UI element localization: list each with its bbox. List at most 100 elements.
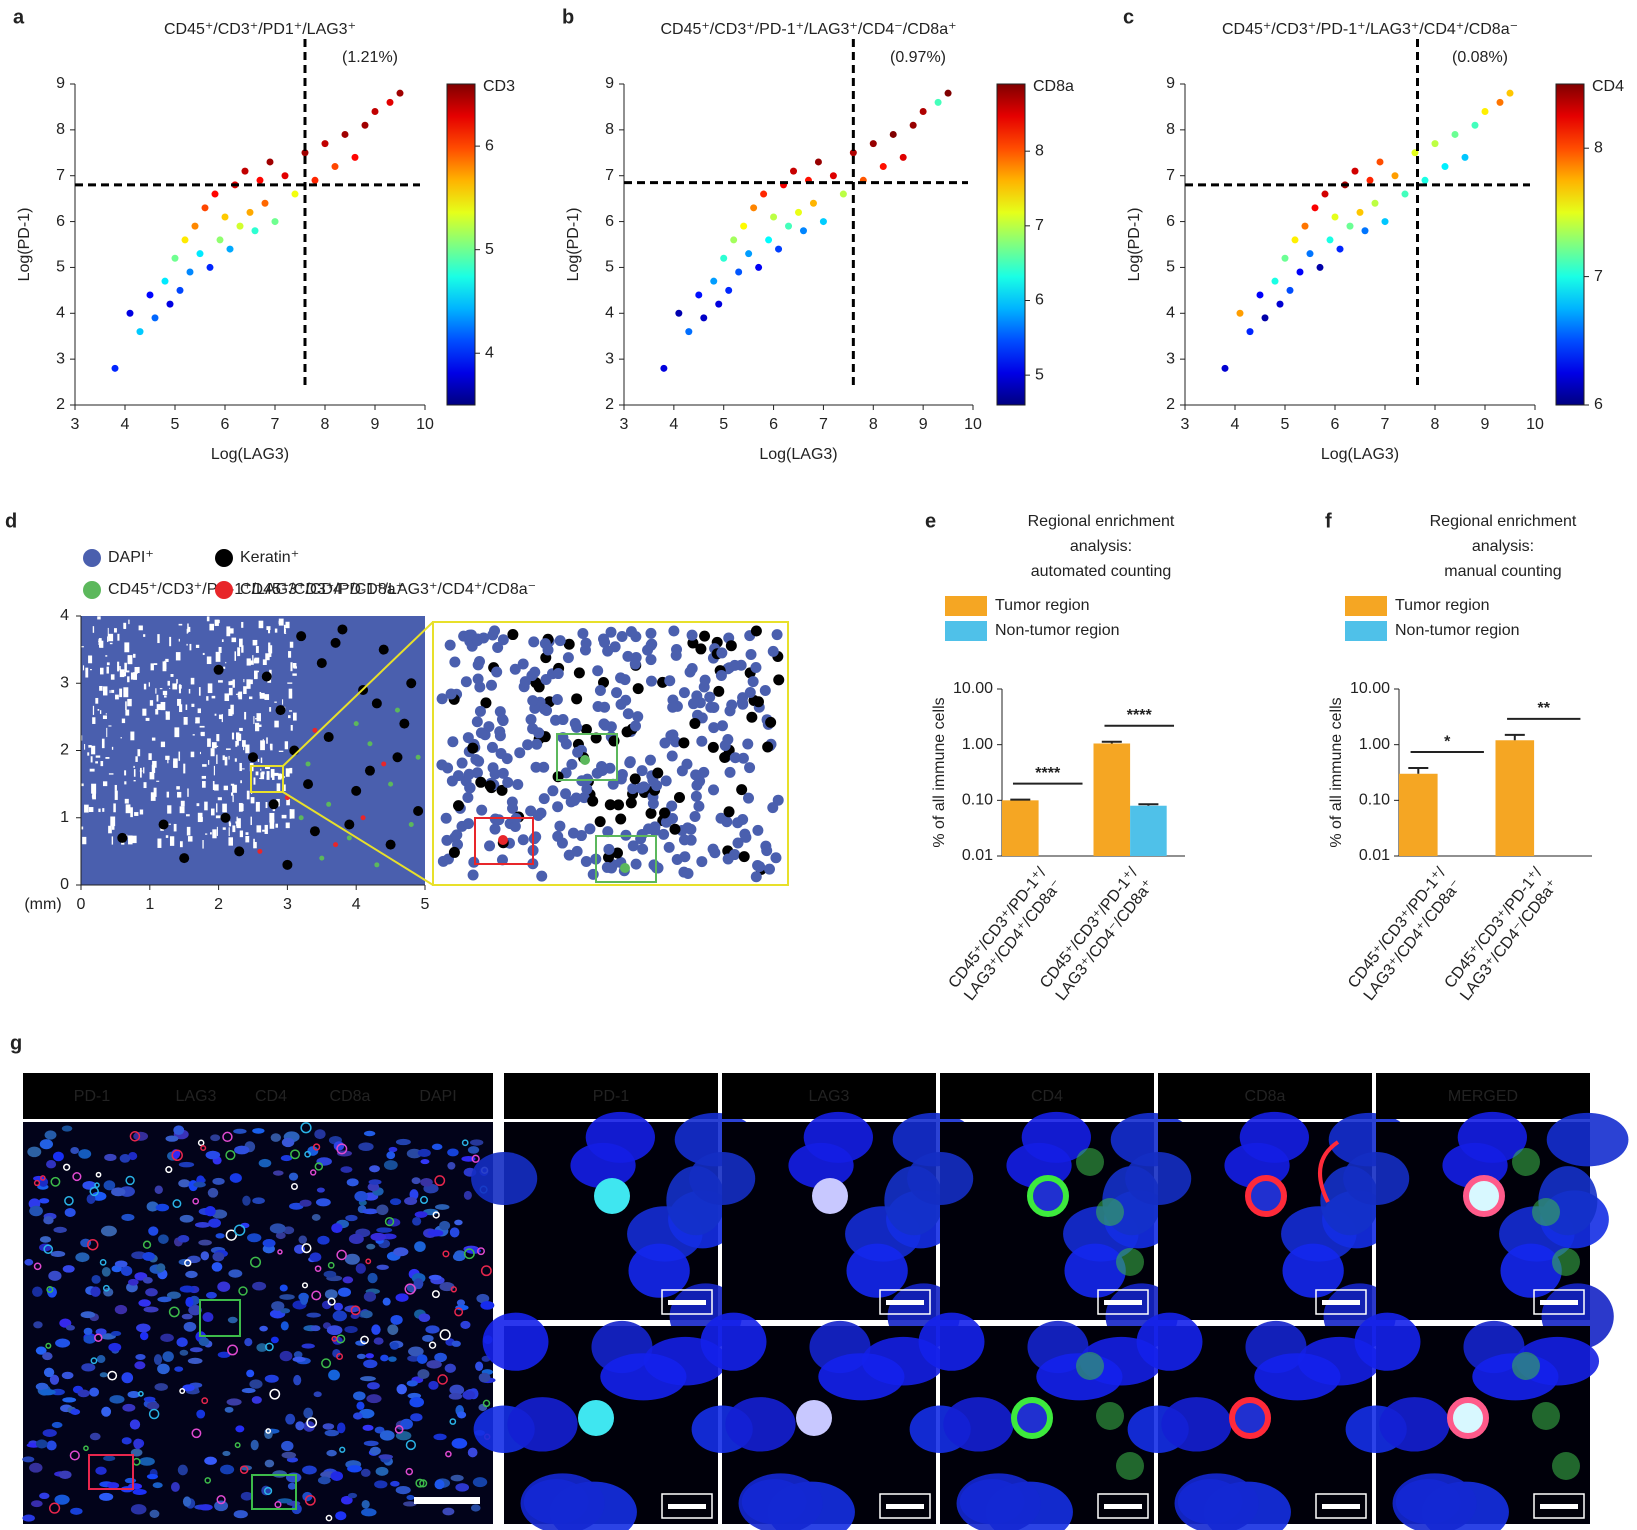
nucleus [416, 1354, 428, 1364]
nucleus [183, 1321, 197, 1332]
stained-cell [95, 1171, 102, 1178]
nucleus [1239, 1111, 1310, 1163]
point [351, 153, 359, 161]
inset-cell [478, 632, 490, 644]
point [191, 222, 199, 230]
tissue-gap [269, 707, 272, 712]
inset-cell [678, 834, 690, 846]
tissue-gap [243, 744, 245, 751]
tissue-gap [111, 746, 114, 750]
inset-cell [563, 638, 575, 650]
inset-cell [536, 870, 548, 882]
nucleus [70, 1146, 80, 1155]
scale-bar [668, 1300, 706, 1305]
inset-cell [669, 823, 681, 835]
inset-box [474, 817, 534, 865]
nucleus [277, 1498, 293, 1504]
inset-cell [684, 666, 696, 678]
inset-cell [663, 841, 675, 853]
inset-cell [699, 630, 711, 642]
point [1331, 213, 1339, 221]
nucleus [138, 1299, 151, 1307]
inset-cell [627, 840, 639, 852]
stained-cell [428, 1341, 437, 1349]
tissue-gap [191, 703, 195, 707]
stained-cell [365, 1258, 372, 1265]
inset-cell [615, 773, 627, 785]
tissue-gap [128, 619, 130, 625]
tissue-gap [149, 772, 155, 780]
inset-cell [676, 765, 688, 777]
nucleus [39, 1236, 52, 1243]
x-tick-label: 7 [1381, 416, 1390, 433]
point [241, 167, 249, 175]
inset-cell [605, 862, 617, 874]
tissue-gap [204, 801, 208, 811]
point [879, 163, 887, 171]
tissue-gap [232, 679, 235, 688]
tissue-gap [258, 620, 264, 629]
tissue-gap [124, 770, 127, 776]
nucleus [332, 1349, 341, 1358]
inset-cell [547, 785, 559, 797]
tissue-gap [188, 688, 191, 694]
tissue-gap [252, 655, 254, 663]
tissue-gap [199, 725, 205, 728]
point [760, 190, 768, 198]
inset-highlight [620, 863, 630, 873]
nucleus [431, 1143, 443, 1150]
nucleus [315, 1198, 331, 1207]
point [1376, 158, 1384, 166]
y-tick-label: 1.00 [962, 736, 993, 753]
tissue-gap [262, 829, 265, 832]
x-tick-label: 5 [719, 416, 728, 433]
nucleus [155, 1203, 170, 1212]
nucleus [374, 1480, 388, 1489]
scale-frame [879, 1493, 931, 1519]
inset-cell [625, 626, 637, 638]
nucleus [152, 1482, 163, 1489]
tissue-gap [148, 753, 152, 760]
x-tick-label: 5 [1281, 416, 1290, 433]
nucleus [449, 1227, 460, 1238]
inset-cell [496, 784, 508, 796]
nucleus [241, 1388, 256, 1394]
tissue-gap [234, 758, 237, 762]
stained-cell [137, 1390, 144, 1397]
inset-cell [592, 700, 604, 712]
stained-cell [445, 1450, 452, 1458]
tissue-gap [128, 835, 133, 845]
point [221, 213, 229, 221]
panel-letter: e [925, 510, 936, 532]
nucleus [1343, 1151, 1410, 1206]
inset-cell [512, 778, 524, 790]
inset-cell [690, 790, 702, 802]
nucleus [345, 1214, 358, 1222]
inset-cell [501, 753, 513, 765]
stained-cell [350, 1305, 361, 1316]
nucleus [154, 1185, 163, 1195]
stained-cell [404, 1283, 416, 1295]
stained-cell [312, 1143, 321, 1151]
tissue-gap [179, 806, 185, 814]
tissue-gap [222, 803, 227, 813]
tissue-gap [209, 623, 214, 631]
point [186, 268, 194, 276]
cell-point [388, 781, 394, 787]
cell-point [323, 732, 334, 743]
nucleus [133, 1131, 149, 1141]
nucleus [439, 1220, 451, 1231]
inset-cell [491, 666, 503, 678]
tissue-gap [290, 724, 293, 731]
tissue-gap [195, 717, 200, 724]
tissue-gap [239, 727, 243, 732]
stained-cell [1552, 1452, 1580, 1480]
cell-point [374, 862, 380, 868]
cell-point [234, 846, 245, 857]
channel-label: PD-1 [74, 1088, 111, 1105]
annotation: (1.21%) [342, 49, 398, 66]
tissue-gap [212, 829, 217, 839]
stained-cell [94, 1182, 100, 1188]
inset-cell [471, 767, 483, 779]
tissue-gap [215, 651, 221, 662]
